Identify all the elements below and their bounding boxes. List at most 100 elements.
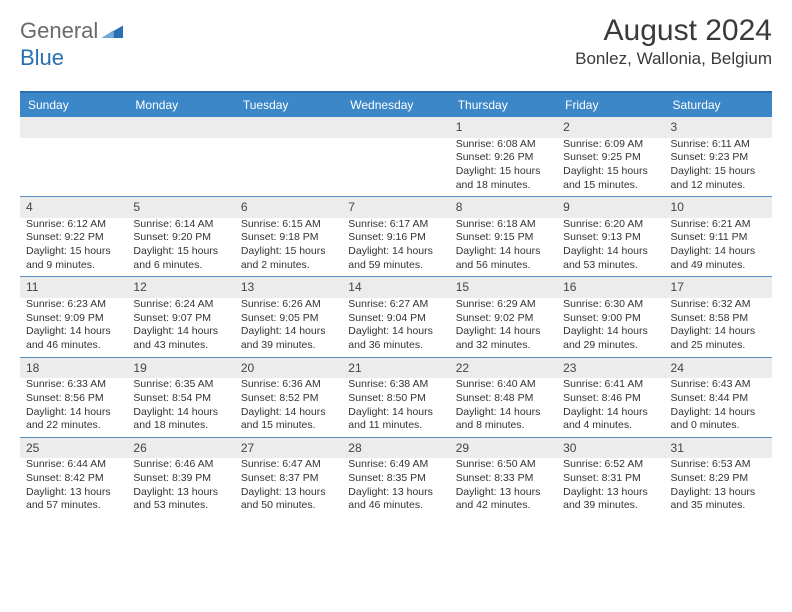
sunset-line: Sunset: 9:00 PM bbox=[563, 312, 658, 326]
sunset-line: Sunset: 9:13 PM bbox=[563, 231, 658, 245]
sunrise-line: Sunrise: 6:49 AM bbox=[348, 458, 443, 472]
sunset-line: Sunset: 8:39 PM bbox=[133, 472, 228, 486]
sunrise-line: Sunrise: 6:21 AM bbox=[671, 218, 766, 232]
daylight-line: Daylight: 13 hours and 46 minutes. bbox=[348, 486, 443, 513]
day-number-cell: 22 bbox=[450, 358, 557, 379]
day-number-cell: 17 bbox=[665, 277, 772, 298]
day-number: 20 bbox=[241, 361, 254, 375]
sunset-line: Sunset: 8:29 PM bbox=[671, 472, 766, 486]
sunrise-line: Sunrise: 6:29 AM bbox=[456, 298, 551, 312]
day-detail-cell: Sunrise: 6:12 AMSunset: 9:22 PMDaylight:… bbox=[20, 218, 127, 277]
sunset-line: Sunset: 9:09 PM bbox=[26, 312, 121, 326]
daylight-line: Daylight: 14 hours and 39 minutes. bbox=[241, 325, 336, 352]
day-number-cell: 8 bbox=[450, 197, 557, 218]
day-detail-cell: Sunrise: 6:09 AMSunset: 9:25 PMDaylight:… bbox=[557, 138, 664, 197]
sunset-line: Sunset: 8:56 PM bbox=[26, 392, 121, 406]
sunset-line: Sunset: 9:11 PM bbox=[671, 231, 766, 245]
day-detail-cell: Sunrise: 6:15 AMSunset: 9:18 PMDaylight:… bbox=[235, 218, 342, 277]
day-number: 29 bbox=[456, 441, 469, 455]
day-detail-cell: Sunrise: 6:30 AMSunset: 9:00 PMDaylight:… bbox=[557, 298, 664, 357]
day-number-cell: 29 bbox=[450, 438, 557, 459]
day-number-cell: 23 bbox=[557, 358, 664, 379]
daylight-line: Daylight: 13 hours and 50 minutes. bbox=[241, 486, 336, 513]
day-detail-cell: Sunrise: 6:14 AMSunset: 9:20 PMDaylight:… bbox=[127, 218, 234, 277]
sunset-line: Sunset: 8:48 PM bbox=[456, 392, 551, 406]
day-detail-cell: Sunrise: 6:47 AMSunset: 8:37 PMDaylight:… bbox=[235, 458, 342, 517]
day-header: Saturday bbox=[665, 93, 772, 117]
daylight-line: Daylight: 14 hours and 11 minutes. bbox=[348, 406, 443, 433]
daylight-line: Daylight: 14 hours and 22 minutes. bbox=[26, 406, 121, 433]
day-number: 21 bbox=[348, 361, 361, 375]
day-number: 11 bbox=[26, 280, 38, 294]
day-number-cell: 16 bbox=[557, 277, 664, 298]
sunrise-line: Sunrise: 6:17 AM bbox=[348, 218, 443, 232]
brand-mark-icon bbox=[101, 20, 123, 38]
day-detail-cell: Sunrise: 6:46 AMSunset: 8:39 PMDaylight:… bbox=[127, 458, 234, 517]
sunset-line: Sunset: 8:31 PM bbox=[563, 472, 658, 486]
day-detail-cell: Sunrise: 6:35 AMSunset: 8:54 PMDaylight:… bbox=[127, 378, 234, 437]
day-detail-cell: Sunrise: 6:53 AMSunset: 8:29 PMDaylight:… bbox=[665, 458, 772, 517]
week-daynum-row: 11121314151617 bbox=[20, 277, 772, 298]
day-number: 7 bbox=[348, 200, 355, 214]
sunset-line: Sunset: 8:52 PM bbox=[241, 392, 336, 406]
day-number: 13 bbox=[241, 280, 254, 294]
sunset-line: Sunset: 9:04 PM bbox=[348, 312, 443, 326]
sunrise-line: Sunrise: 6:43 AM bbox=[671, 378, 766, 392]
calendar-page: General August 2024 Bonlez, Wallonia, Be… bbox=[0, 0, 792, 529]
daylight-line: Daylight: 15 hours and 15 minutes. bbox=[563, 165, 658, 192]
sunrise-line: Sunrise: 6:18 AM bbox=[456, 218, 551, 232]
day-number: 25 bbox=[26, 441, 39, 455]
month-title: August 2024 bbox=[575, 14, 772, 47]
day-detail-cell: Sunrise: 6:21 AMSunset: 9:11 PMDaylight:… bbox=[665, 218, 772, 277]
day-detail-cell: Sunrise: 6:26 AMSunset: 9:05 PMDaylight:… bbox=[235, 298, 342, 357]
day-detail-cell: Sunrise: 6:41 AMSunset: 8:46 PMDaylight:… bbox=[557, 378, 664, 437]
header-row: General August 2024 Bonlez, Wallonia, Be… bbox=[20, 14, 772, 69]
day-number: 22 bbox=[456, 361, 469, 375]
sunrise-line: Sunrise: 6:38 AM bbox=[348, 378, 443, 392]
day-detail-cell: Sunrise: 6:33 AMSunset: 8:56 PMDaylight:… bbox=[20, 378, 127, 437]
day-number: 24 bbox=[671, 361, 684, 375]
sunrise-line: Sunrise: 6:40 AM bbox=[456, 378, 551, 392]
day-number: 14 bbox=[348, 280, 361, 294]
daylight-line: Daylight: 14 hours and 53 minutes. bbox=[563, 245, 658, 272]
day-detail-cell: Sunrise: 6:43 AMSunset: 8:44 PMDaylight:… bbox=[665, 378, 772, 437]
daylight-line: Daylight: 14 hours and 29 minutes. bbox=[563, 325, 658, 352]
sunset-line: Sunset: 9:15 PM bbox=[456, 231, 551, 245]
day-number: 18 bbox=[26, 361, 39, 375]
day-number-cell: 19 bbox=[127, 358, 234, 379]
day-number-cell: 10 bbox=[665, 197, 772, 218]
day-detail-cell: Sunrise: 6:36 AMSunset: 8:52 PMDaylight:… bbox=[235, 378, 342, 437]
day-header-row: SundayMondayTuesdayWednesdayThursdayFrid… bbox=[20, 93, 772, 117]
day-number-cell bbox=[235, 117, 342, 138]
daylight-line: Daylight: 14 hours and 8 minutes. bbox=[456, 406, 551, 433]
day-number: 2 bbox=[563, 120, 570, 134]
daylight-line: Daylight: 13 hours and 35 minutes. bbox=[671, 486, 766, 513]
daylight-line: Daylight: 15 hours and 2 minutes. bbox=[241, 245, 336, 272]
day-number-cell bbox=[127, 117, 234, 138]
day-number-cell: 6 bbox=[235, 197, 342, 218]
sunrise-line: Sunrise: 6:50 AM bbox=[456, 458, 551, 472]
day-detail-cell: Sunrise: 6:44 AMSunset: 8:42 PMDaylight:… bbox=[20, 458, 127, 517]
day-number-cell: 26 bbox=[127, 438, 234, 459]
day-number-cell: 1 bbox=[450, 117, 557, 138]
day-detail-cell: Sunrise: 6:38 AMSunset: 8:50 PMDaylight:… bbox=[342, 378, 449, 437]
sunset-line: Sunset: 9:25 PM bbox=[563, 151, 658, 165]
day-number: 8 bbox=[456, 200, 463, 214]
week-detail-row: Sunrise: 6:44 AMSunset: 8:42 PMDaylight:… bbox=[20, 458, 772, 517]
day-number: 30 bbox=[563, 441, 576, 455]
daylight-line: Daylight: 15 hours and 9 minutes. bbox=[26, 245, 121, 272]
day-number: 23 bbox=[563, 361, 576, 375]
week-daynum-row: 25262728293031 bbox=[20, 438, 772, 459]
day-number-cell: 20 bbox=[235, 358, 342, 379]
sunrise-line: Sunrise: 6:36 AM bbox=[241, 378, 336, 392]
day-number-cell: 27 bbox=[235, 438, 342, 459]
day-number-cell: 25 bbox=[20, 438, 127, 459]
sunset-line: Sunset: 8:37 PM bbox=[241, 472, 336, 486]
day-number-cell bbox=[342, 117, 449, 138]
daylight-line: Daylight: 13 hours and 57 minutes. bbox=[26, 486, 121, 513]
day-header: Thursday bbox=[450, 93, 557, 117]
week-daynum-row: 123 bbox=[20, 117, 772, 138]
day-detail-cell: Sunrise: 6:08 AMSunset: 9:26 PMDaylight:… bbox=[450, 138, 557, 197]
sunset-line: Sunset: 9:23 PM bbox=[671, 151, 766, 165]
sunset-line: Sunset: 9:22 PM bbox=[26, 231, 121, 245]
